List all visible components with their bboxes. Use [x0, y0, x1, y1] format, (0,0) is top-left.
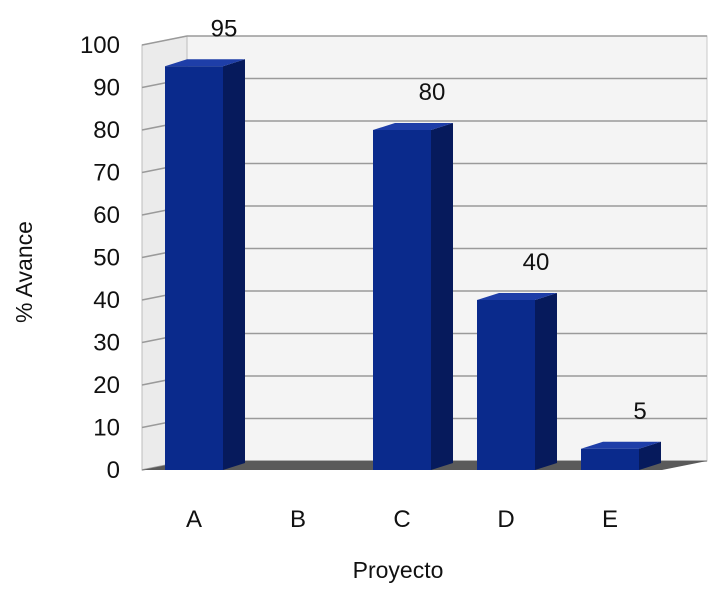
x-tick-label: B — [290, 506, 306, 533]
x-tick-label: D — [497, 506, 514, 533]
data-label: 5 — [633, 398, 646, 425]
bar-side-face — [535, 293, 557, 470]
bar-top-face — [477, 293, 557, 300]
y-tick-label: 70 — [93, 160, 120, 187]
bar-top-face — [373, 123, 453, 130]
bar — [477, 293, 557, 470]
bar — [581, 441, 661, 470]
bar-front-face — [165, 66, 223, 470]
x-tick-label: A — [186, 506, 202, 533]
bar-top-face — [165, 59, 245, 67]
y-tick-label: 80 — [93, 117, 120, 144]
y-tick-label: 50 — [93, 245, 120, 272]
bar-front-face — [373, 130, 431, 470]
bars — [165, 59, 661, 470]
y-tick-label: 0 — [107, 457, 120, 484]
bar-side-face — [431, 123, 453, 470]
y-tick-label: 20 — [93, 372, 120, 399]
x-axis-title: Proyecto — [353, 557, 444, 583]
x-tick-label: C — [393, 506, 410, 533]
x-axis-tick-labels: A B C D E — [186, 506, 618, 533]
data-label: 95 — [211, 15, 238, 42]
y-tick-label: 30 — [93, 330, 120, 357]
bar-front-face — [477, 300, 535, 470]
y-tick-label: 60 — [93, 202, 120, 229]
bar-side-face — [223, 59, 245, 470]
bar-front-face — [581, 448, 639, 470]
y-tick-label: 90 — [93, 75, 120, 102]
data-label: 80 — [419, 79, 446, 106]
y-axis-title: % Avance — [11, 221, 37, 323]
y-tick-label: 100 — [80, 32, 120, 59]
data-labels: 95 80 40 5 — [211, 15, 647, 425]
x-tick-label: E — [602, 506, 618, 533]
gridline — [141, 35, 707, 46]
data-label: 40 — [523, 249, 550, 276]
bar — [373, 123, 453, 470]
y-tick-label: 40 — [93, 287, 120, 314]
bar — [165, 59, 245, 470]
y-axis-tick-labels: 0 10 20 30 40 50 60 70 80 90 100 — [80, 32, 120, 484]
bar-side-face — [639, 441, 661, 470]
y-tick-label: 10 — [93, 415, 120, 442]
bar-top-face — [581, 441, 661, 449]
